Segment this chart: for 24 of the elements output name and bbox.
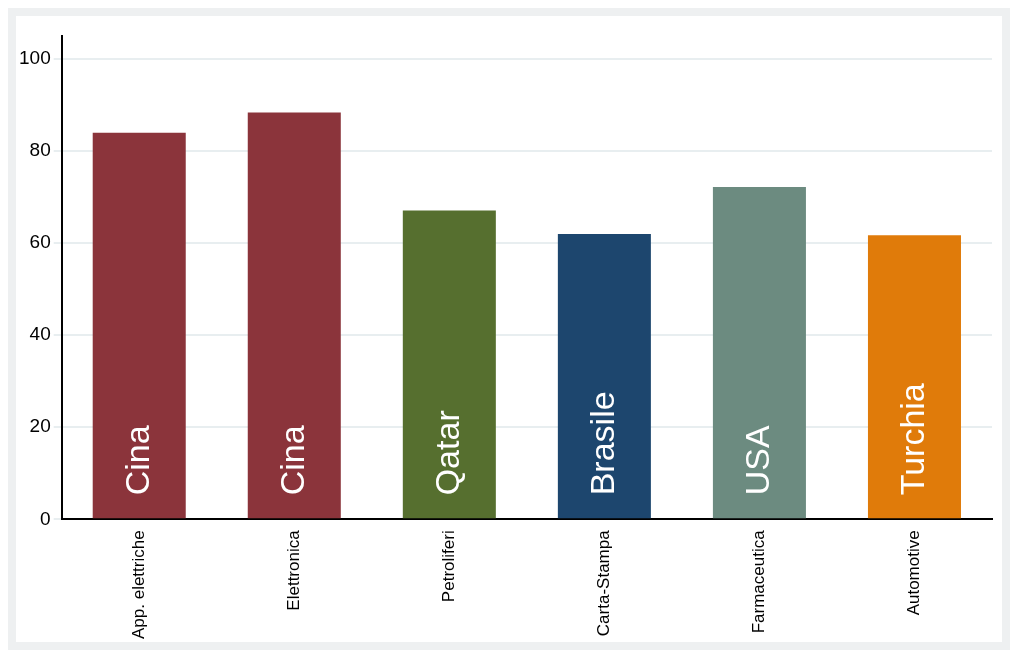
annotation: Qatar bbox=[427, 410, 466, 496]
y-tick-label: 100 bbox=[19, 47, 51, 69]
x-tick-label: Elettronica bbox=[283, 529, 303, 611]
bar bbox=[557, 233, 651, 519]
y-tick-label: 60 bbox=[29, 231, 51, 253]
x-tick-label: Automotive bbox=[904, 530, 924, 616]
x-tick-label: Petroliferi bbox=[439, 530, 459, 603]
annotation: USA bbox=[737, 425, 776, 496]
x-tick-label: Carta-Stampa bbox=[594, 529, 614, 637]
annotation: Turchia bbox=[892, 383, 931, 496]
annotation: Cina bbox=[117, 425, 156, 496]
y-tick-label: 80 bbox=[29, 139, 51, 161]
bar bbox=[867, 235, 961, 519]
x-tick-label: App. elettriche bbox=[128, 530, 148, 640]
y-tick-label: 0 bbox=[40, 507, 51, 529]
bar bbox=[247, 112, 341, 519]
x-tick-label: Farmaceutica bbox=[749, 529, 769, 634]
y-tick-label: 40 bbox=[29, 323, 51, 345]
annotation: Brasile bbox=[582, 391, 621, 496]
y-tick-label: 20 bbox=[29, 415, 51, 437]
annotation: Cina bbox=[272, 425, 311, 496]
bar bbox=[402, 210, 496, 519]
bar bbox=[92, 132, 186, 519]
bar bbox=[712, 186, 806, 519]
